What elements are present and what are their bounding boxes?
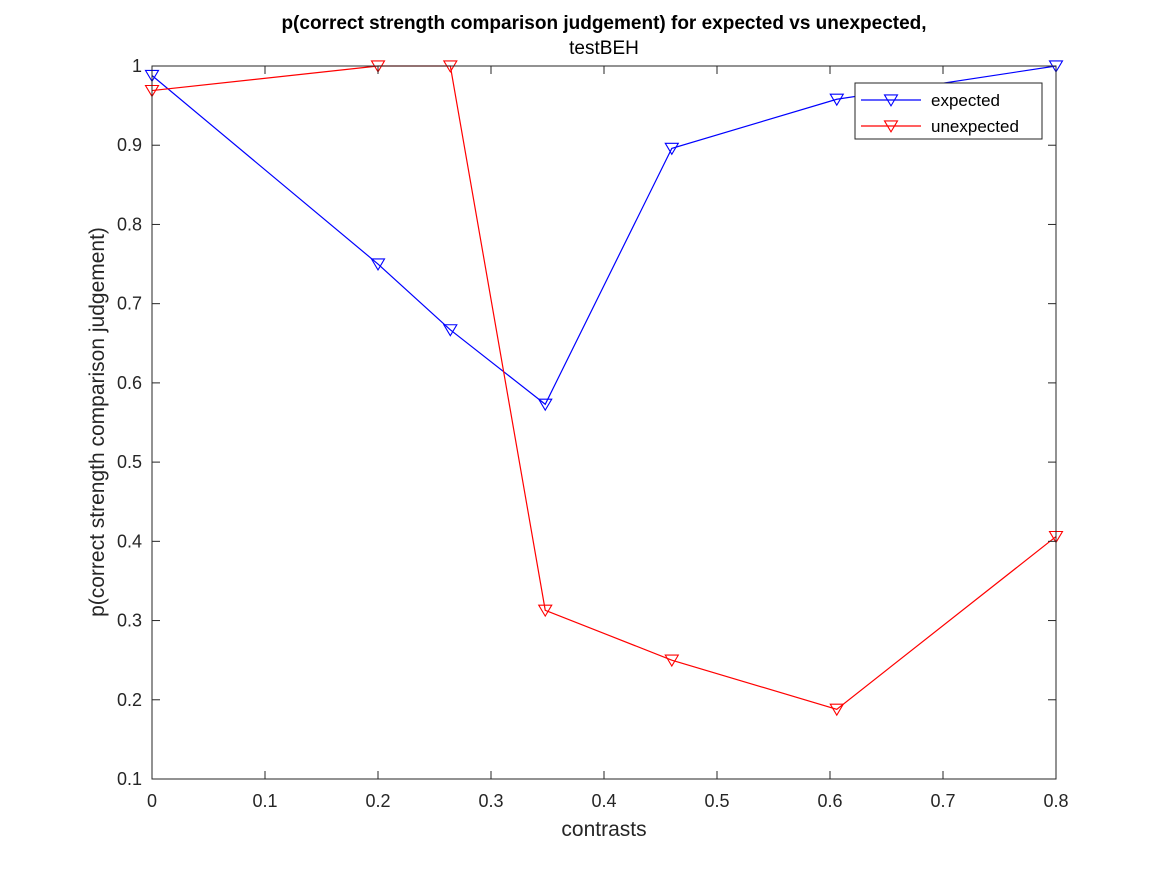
data-point-unexpected-4 bbox=[664, 654, 680, 668]
legend-label-unexpected: unexpected bbox=[931, 117, 1019, 136]
y-tick-label: 0.6 bbox=[117, 373, 142, 393]
x-tick-label: 0.4 bbox=[591, 791, 616, 811]
x-tick-label: 0.6 bbox=[817, 791, 842, 811]
data-point-unexpected-5 bbox=[829, 703, 845, 717]
y-tick-label: 0.9 bbox=[117, 135, 142, 155]
data-point-expected-2 bbox=[442, 324, 458, 337]
x-tick-label: 0.1 bbox=[252, 791, 277, 811]
data-point-expected-3 bbox=[537, 398, 553, 412]
y-tick-label: 1 bbox=[132, 56, 142, 76]
data-point-unexpected-3 bbox=[537, 604, 553, 618]
y-tick-label: 0.8 bbox=[117, 214, 142, 234]
y-tick-label: 0.3 bbox=[117, 611, 142, 631]
x-tick-label: 0.5 bbox=[704, 791, 729, 811]
y-tick-label: 0.5 bbox=[117, 452, 142, 472]
x-tick-label: 0.7 bbox=[930, 791, 955, 811]
x-tick-label: 0.2 bbox=[365, 791, 390, 811]
data-point-expected-5 bbox=[829, 93, 845, 107]
y-tick-label: 0.4 bbox=[117, 531, 142, 551]
y-axis-label: p(correct strength comparison judgement) bbox=[86, 227, 109, 617]
data-point-expected-4 bbox=[664, 142, 680, 156]
axes-layer: 0 0.1 0.2 0.3 0.4 0.5 0.6 0.7 0.80.10.20.30.40.5… bbox=[117, 56, 1069, 811]
chart-title: p(correct strength comparison judgement)… bbox=[281, 13, 926, 34]
x-tick-label: 0.8 bbox=[1043, 791, 1068, 811]
y-tick-label: 0.2 bbox=[117, 690, 142, 710]
legend-marker-unexpected bbox=[883, 120, 899, 133]
legend-box bbox=[854, 82, 1043, 140]
y-tick-label: 0.7 bbox=[117, 294, 142, 314]
series-line-expected bbox=[151, 65, 1057, 406]
y-tick-label: 0.1 bbox=[117, 769, 142, 789]
legend-label-expected: expected bbox=[931, 91, 1000, 110]
legend: expected unexpected bbox=[854, 82, 1043, 140]
plot-background bbox=[152, 66, 1056, 779]
chart-subtitle: testBEH bbox=[569, 38, 639, 59]
data-point-expected-1 bbox=[370, 258, 386, 271]
x-axis-label: contrasts bbox=[561, 818, 646, 841]
x-tick-label: 0 bbox=[147, 791, 157, 811]
legend-marker-expected bbox=[883, 94, 899, 107]
x-tick-label: 0.3 bbox=[478, 791, 503, 811]
plot-area bbox=[152, 66, 1056, 779]
